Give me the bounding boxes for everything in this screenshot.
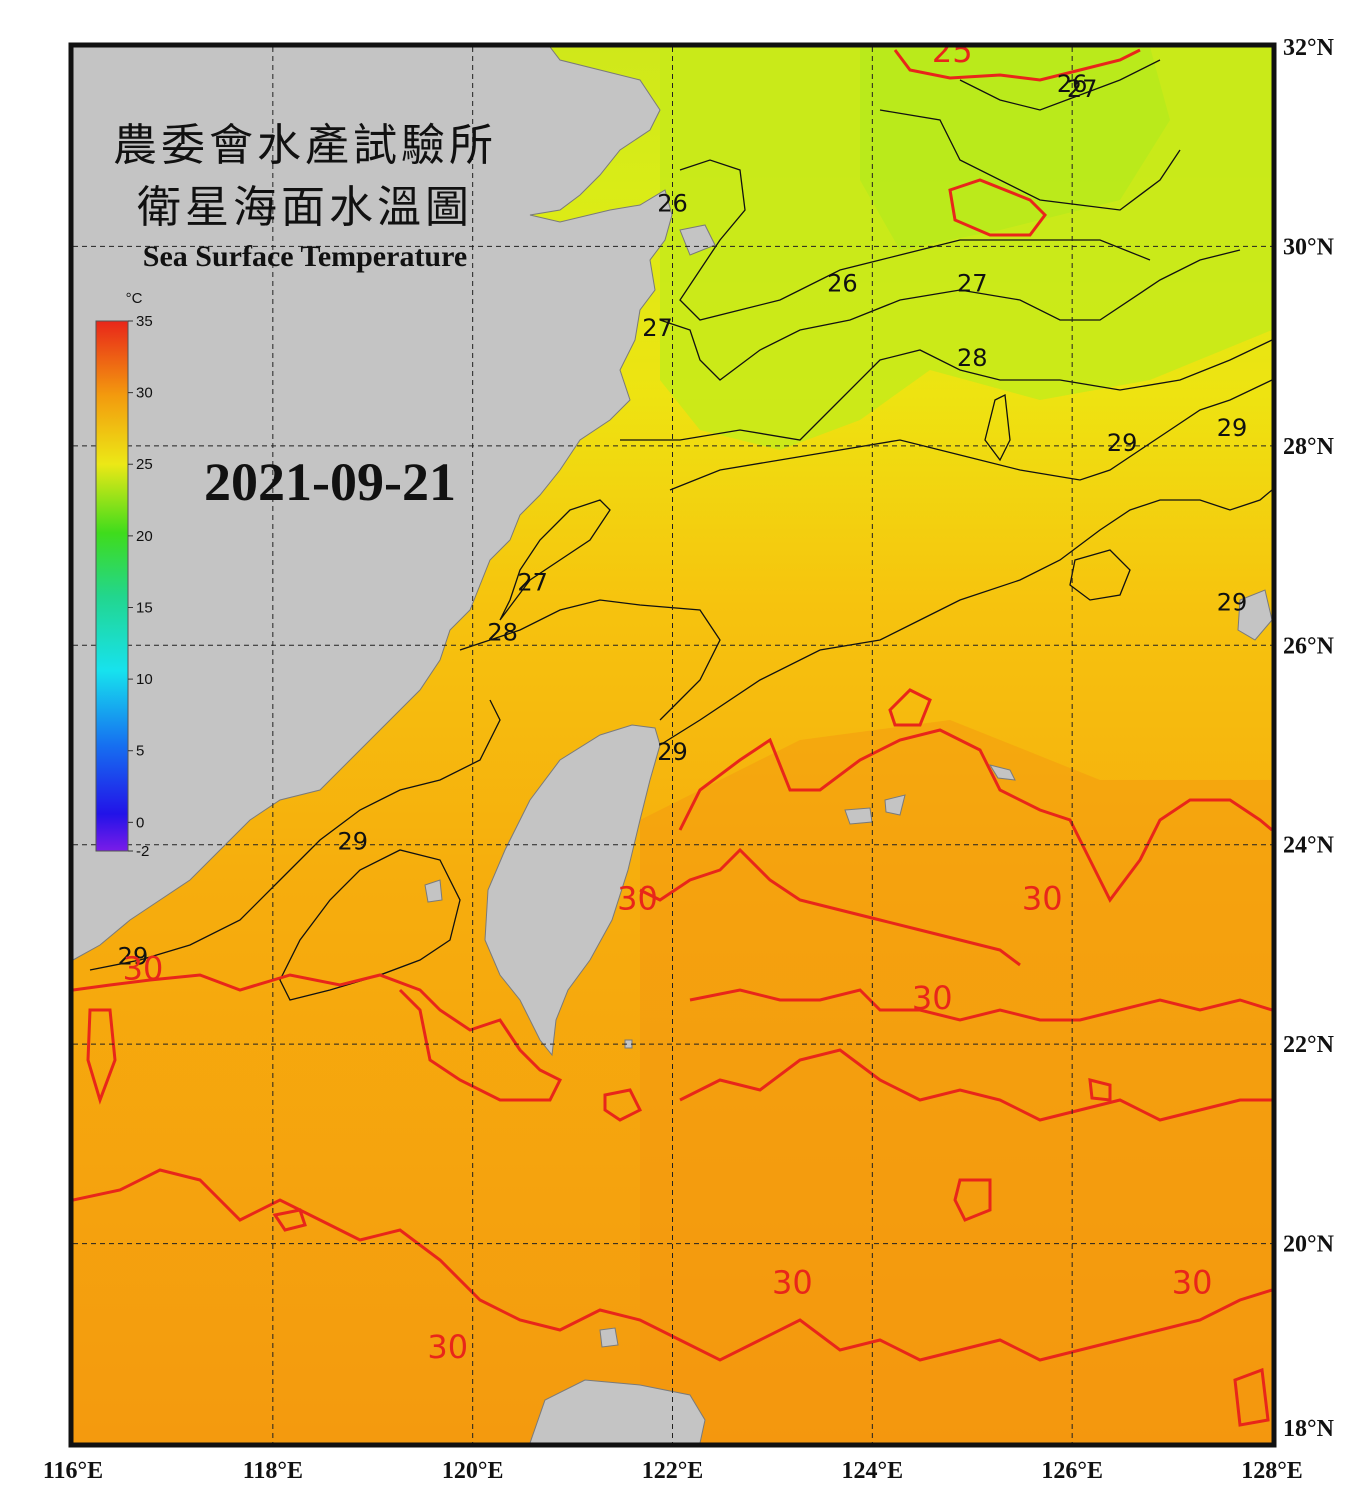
title-chinese-line1: 農委會水產試驗所: [113, 120, 497, 171]
isotherm-25-loop: [948, 178, 1047, 237]
isotherm-30-mid: [639, 847, 1021, 967]
title-chinese-line2: 衛星海面水溫圖: [137, 182, 473, 233]
longitude-label: 126°E: [1041, 1458, 1103, 1484]
longitude-label: 120°E: [442, 1458, 504, 1484]
contour-label-red: 30: [427, 1328, 468, 1366]
iriomote-island: [884, 794, 906, 816]
isotherm-30-lower: [679, 1048, 1272, 1122]
cool-water-core: [860, 47, 1170, 250]
map-frame: [68, 42, 1277, 1448]
latitude-label: 18°N: [1283, 1416, 1335, 1442]
colorbar-tick-label: 30: [136, 385, 153, 402]
longitude-label: 118°E: [243, 1458, 303, 1484]
contour-label-red: 30: [123, 949, 164, 987]
isotherm-30-eddy-d: [86, 1008, 117, 1105]
latitude-labels: 32°N 30°N 28°N 26°N 24°N 22°N 20°N 18°N: [1283, 35, 1335, 1442]
okinawa-island: [1237, 589, 1272, 641]
contour-label-black: 27: [642, 314, 673, 342]
isotherm-29-east: [669, 379, 1272, 491]
isotherm-25-north: [893, 48, 1141, 82]
contour-label-black: 27: [517, 568, 548, 596]
contour-labels-red: 25 30 30 30 30 30 30 30: [123, 32, 1213, 1366]
taiwan-island: [484, 724, 661, 1057]
longitude-label: 128°E: [1241, 1458, 1303, 1484]
latitude-label: 28°N: [1283, 434, 1335, 460]
colorbar: °C 35 30 25 20 15 10 5 0 -2: [95, 290, 153, 860]
latitude-label: 32°N: [1283, 35, 1335, 61]
colorbar-tick-label: 35: [136, 313, 153, 330]
isotherm-30-central: [689, 988, 1272, 1022]
colorbar-gradient: [95, 320, 129, 852]
colorbar-tick-label: 15: [136, 599, 153, 616]
contour-label-black: 29: [337, 828, 368, 856]
isotherm-27-east: [659, 249, 1241, 381]
contour-label-black: 26: [827, 269, 858, 297]
contour-label-black: 29: [118, 942, 149, 970]
colorbar-tick-label: 0: [136, 814, 144, 831]
latitude-label: 22°N: [1283, 1032, 1335, 1058]
colorbar-tick-label: -2: [136, 843, 149, 860]
isotherm-27-north: [879, 109, 1181, 211]
isotherm-28-eddy: [984, 394, 1011, 462]
longitude-label: 116°E: [43, 1458, 103, 1484]
contour-label-red: 30: [1022, 880, 1063, 918]
isotherm-30-eddy-g: [1233, 1367, 1270, 1427]
contour-label-red: 25: [932, 32, 973, 70]
isotherm-30-eddy-a: [888, 688, 932, 727]
colorbar-tick-label: 10: [136, 671, 153, 688]
isotherm-30-eddy-b: [603, 1088, 643, 1122]
graticule: [73, 47, 1272, 1443]
title-english: Sea Surface Temperature: [143, 240, 467, 273]
colorbar-tick-label: 25: [136, 456, 153, 473]
colorbar-unit: °C: [126, 290, 143, 307]
isotherm-30-south: [73, 1168, 1272, 1362]
isotherm-26-east: [679, 159, 1151, 321]
isotherm-30-eddy-e: [272, 1208, 307, 1232]
latitude-label: 24°N: [1283, 833, 1335, 859]
isotherm-29-kuroshio: [659, 489, 1272, 746]
contour-label-red: 30: [617, 880, 658, 918]
isotherm-29-eddy: [1069, 549, 1131, 601]
isotherm-26-north: [959, 59, 1161, 111]
batanes-islands: [599, 1327, 619, 1348]
penghu-islands: [424, 879, 443, 903]
colorbar-tick-label: 20: [136, 528, 153, 545]
contour-label-black: 27: [957, 269, 988, 297]
contour-label-black: 29: [1217, 414, 1248, 442]
ishigaki-island: [844, 807, 873, 825]
latitude-label: 26°N: [1283, 633, 1335, 659]
warm-water-zone: [640, 720, 1272, 1443]
isotherm-30-eddy-f: [1088, 1078, 1112, 1102]
contour-label-black: 29: [1217, 588, 1248, 616]
longitude-label: 124°E: [842, 1458, 904, 1484]
luzon-island: [529, 1379, 706, 1443]
latitude-label: 30°N: [1283, 234, 1335, 260]
isotherm-30-east: [678, 728, 1272, 903]
isotherm-30-west: [73, 973, 563, 1102]
contour-label-black: 28: [957, 344, 988, 372]
longitude-labels: 116°E 118°E 120°E 122°E 124°E 126°E 128°E: [43, 1458, 1303, 1484]
contour-label-black: 29: [1107, 429, 1138, 457]
isotherm-28-east: [620, 339, 1272, 441]
longitude-label: 122°E: [642, 1458, 704, 1484]
isotherm-29-strait: [89, 699, 501, 971]
latitude-label: 20°N: [1283, 1232, 1335, 1258]
isotherm-28-coast: [459, 599, 721, 721]
contour-label-black: 27: [1067, 75, 1098, 103]
date-label: 2021-09-21: [204, 452, 456, 512]
isotherm-27-coast: [499, 499, 611, 621]
isotherm-30-eddy-c: [953, 1178, 992, 1222]
contour-label-red: 30: [912, 979, 953, 1017]
contour-label-red: 30: [772, 1263, 813, 1301]
colorbar-tick-label: 5: [136, 743, 144, 760]
contour-label-black: 28: [487, 618, 518, 646]
contour-label-red: 30: [1172, 1263, 1213, 1301]
colorbar-ticks: 35 30 25 20 15 10 5 0 -2: [128, 313, 153, 860]
miyako-island: [988, 764, 1016, 781]
lanyu-island: [624, 1039, 633, 1049]
mainland-china: [73, 47, 673, 961]
